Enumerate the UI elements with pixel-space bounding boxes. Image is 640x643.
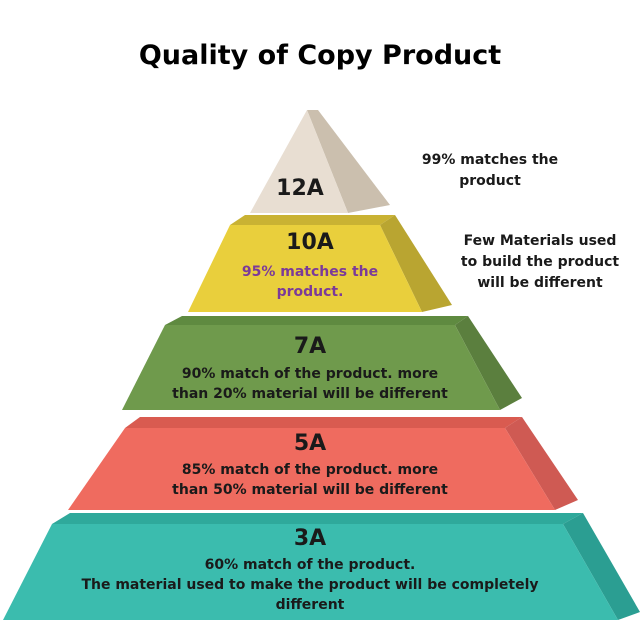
level-10A-label: 10A [286,230,334,255]
side-note-line: 99% matches the [421,152,559,168]
level-7A-face [122,325,500,410]
level-10A-side [380,215,452,312]
side-note-10A: Few Materials used to build the product … [440,231,640,294]
level-12A-side [307,110,390,213]
side-note-line: Few Materials used [463,233,617,249]
level-3A-side [563,513,640,620]
side-note-line: product [459,173,521,189]
side-note-line: will be different [477,275,603,291]
level-5A-label: 5A [293,431,327,456]
level-5A-side [505,417,578,510]
description-line: than 50% material will be different [172,482,448,498]
level-7A-side [455,316,522,410]
description-line: than 20% material will be different [172,386,448,402]
description-line: 85% match of the product. more [181,462,439,478]
level-7A-label: 7A [293,334,327,359]
level-10A-top [230,215,395,225]
description-line: 60% match of the product. [204,557,416,573]
side-note-12A: 99% matches the product [400,150,580,192]
level-5A-face [68,428,555,510]
level-3A-face [3,524,618,620]
level-10A-face [188,225,422,312]
description-line: different [275,597,345,613]
level-10A-description: 95% matches the product. [210,262,410,302]
description-line: 90% match of the product. more [181,366,439,382]
level-5A-description: 85% match of the product. more than 50% … [160,460,460,500]
side-note-line: to build the product [460,254,620,270]
level-3A-top [52,513,583,524]
level-5A-top [125,417,522,428]
description-line: 95% matches the [241,264,379,280]
level-3A-label: 3A [293,526,327,551]
level-12A-face [250,110,348,213]
level-12A-label: 12A [276,176,324,201]
page-title: Quality of Copy Product [138,40,502,71]
description-line: The material used to make the product wi… [81,577,539,593]
level-7A-description: 90% match of the product. more than 20% … [160,364,460,404]
level-3A-description: 60% match of the product. The material u… [10,555,610,615]
level-7A-top [165,316,468,325]
description-line: product. [276,284,344,300]
